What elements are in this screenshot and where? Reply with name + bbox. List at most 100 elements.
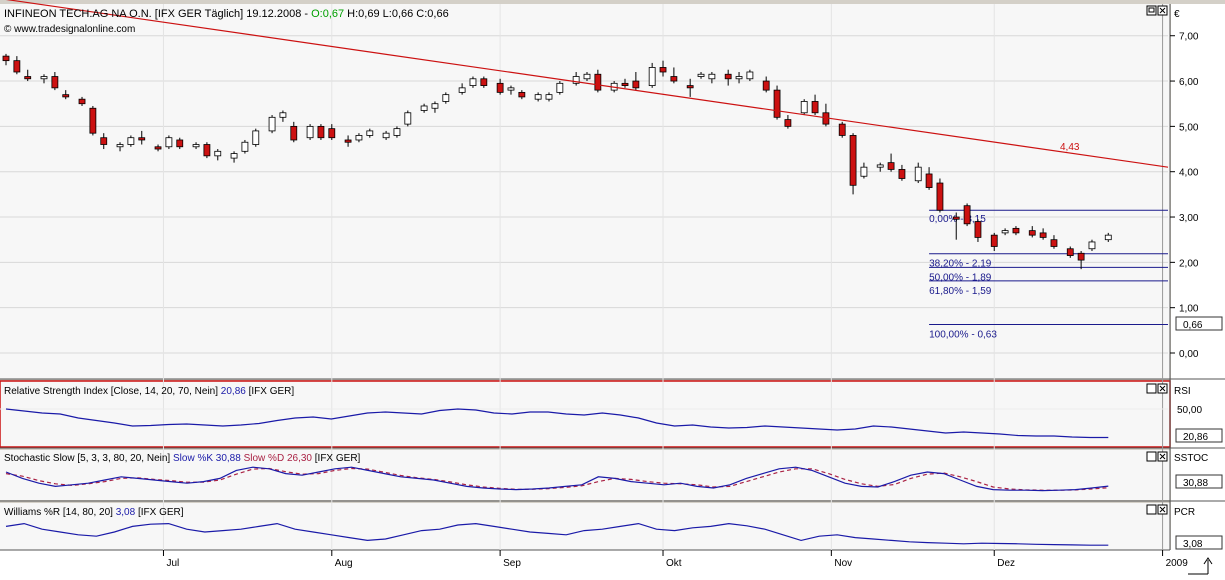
candle-body	[990, 234, 998, 247]
candle-body	[116, 144, 124, 148]
candle-body	[887, 162, 895, 170]
rsi-window-buttons[interactable]	[1146, 383, 1168, 394]
candle-body	[382, 132, 390, 139]
candle-body	[176, 139, 184, 148]
candle-body	[214, 150, 222, 157]
candle-body	[860, 166, 868, 177]
candle-body	[138, 137, 146, 141]
fib-level-label: 0,00% - 3,15	[929, 214, 986, 225]
candle-body	[724, 73, 732, 80]
price-tick-label: 6,00	[1179, 77, 1199, 88]
rsi-label: Relative Strength Index [Close, 14, 20, …	[4, 386, 218, 397]
candle-body	[746, 71, 754, 80]
candle-body	[480, 78, 488, 86]
fib-level-label: 50,00% - 1,89	[929, 272, 992, 283]
candle-body	[659, 67, 667, 73]
candle-body	[800, 101, 808, 114]
candle-body	[404, 112, 412, 125]
candle-body	[252, 130, 260, 145]
time-tick-label: Dez	[997, 558, 1015, 569]
time-axis	[0, 550, 1225, 580]
time-tick-label: Okt	[666, 558, 682, 569]
williams-window-buttons[interactable]	[1146, 504, 1168, 515]
candle-body	[78, 98, 86, 105]
sstoc-label: Stochastic Slow [5, 3, 3, 80, 20, Nein]	[4, 453, 170, 464]
candle-body	[355, 135, 363, 141]
candle-body	[127, 137, 135, 145]
williams-last-box	[1175, 535, 1223, 550]
candle-body	[328, 128, 336, 139]
candle-body	[697, 73, 705, 77]
sstoc-d-line	[5, 467, 1109, 491]
sstoc-panel	[0, 450, 1170, 500]
candle-body	[708, 73, 716, 80]
candle-body	[1012, 227, 1020, 234]
price-tick-label: 2,00	[1179, 258, 1199, 269]
value-axis	[1171, 4, 1225, 550]
candle-body	[583, 73, 591, 80]
candle-body	[632, 80, 640, 89]
williams-title: Williams %R [14, 80, 20] 3,08 [IFX GER]	[4, 507, 184, 518]
price-tick-label: 0,00	[1179, 349, 1199, 360]
candle-body	[393, 128, 401, 136]
candle-body	[1039, 232, 1047, 238]
candle-body	[154, 146, 162, 150]
price-tick-label: 7,00	[1179, 32, 1199, 43]
candle-body	[1028, 230, 1036, 236]
candle-body	[165, 137, 173, 148]
candle-body	[24, 76, 32, 80]
time-tick-label: 2009	[1166, 558, 1189, 569]
candle-body	[1104, 234, 1112, 241]
rsi-close-icon	[1159, 385, 1166, 392]
williams-axis-name: PCR	[1174, 507, 1195, 518]
candle-body	[366, 130, 374, 136]
price-window-buttons[interactable]	[1146, 5, 1168, 16]
candle-body	[1001, 230, 1009, 234]
fib-level-label: 100,00% - 0,63	[929, 329, 997, 340]
rsi-tick-label: 50,00	[1177, 405, 1202, 416]
rsi-panel	[0, 380, 1171, 448]
restore-icon	[1148, 7, 1155, 13]
sstoc-window-buttons[interactable]	[1146, 451, 1168, 462]
candle-body	[762, 80, 770, 91]
candle-body	[344, 139, 352, 143]
candle-body	[100, 137, 108, 145]
time-tick-label: Sep	[503, 558, 521, 569]
sstoc-d-label: Slow %D	[244, 453, 285, 464]
williams-close-icon	[1159, 506, 1166, 513]
candle-body	[545, 94, 553, 100]
sstoc-d-value: 26,30	[287, 453, 312, 464]
candle-body	[838, 123, 846, 136]
sstoc-last-box	[1175, 474, 1223, 489]
candle-body	[306, 125, 314, 139]
sstoc-k-line	[5, 466, 1109, 492]
candle-body	[507, 87, 515, 91]
candle-body	[974, 221, 982, 238]
candle-body	[572, 76, 580, 84]
williams-suffix: [IFX GER]	[138, 507, 184, 518]
rsi-axis-name: RSI	[1174, 386, 1191, 397]
sstoc-close-icon	[1159, 453, 1166, 460]
candle-body	[192, 144, 200, 148]
instrument-info: INFINEON TECH.AG NA O.N. [IFX GER Täglic…	[4, 8, 311, 20]
sstoc-restore-button[interactable]	[1146, 451, 1157, 462]
candle-body	[963, 205, 971, 225]
header-line: INFINEON TECH.AG NA O.N. [IFX GER Täglic…	[4, 8, 449, 20]
candle-body	[784, 119, 792, 127]
sstoc-axis-name: SSTOC	[1174, 453, 1208, 464]
time-tick-label: Jul	[166, 558, 179, 569]
open-value: O:0,67	[311, 8, 344, 20]
candle-body	[936, 182, 944, 211]
candle-body	[241, 141, 249, 152]
candle-body	[849, 135, 857, 186]
restore-button[interactable]	[1146, 5, 1157, 16]
candle-body	[648, 67, 656, 86]
candle-body	[773, 89, 781, 118]
williams-restore-button[interactable]	[1146, 504, 1157, 515]
rsi-restore-button[interactable]	[1146, 383, 1157, 394]
candle-body	[670, 76, 678, 82]
price-last-value: 0,66	[1183, 320, 1203, 331]
candle-body	[420, 105, 428, 111]
candle-body	[62, 94, 70, 98]
resize-handle-icon[interactable]	[1188, 557, 1213, 575]
